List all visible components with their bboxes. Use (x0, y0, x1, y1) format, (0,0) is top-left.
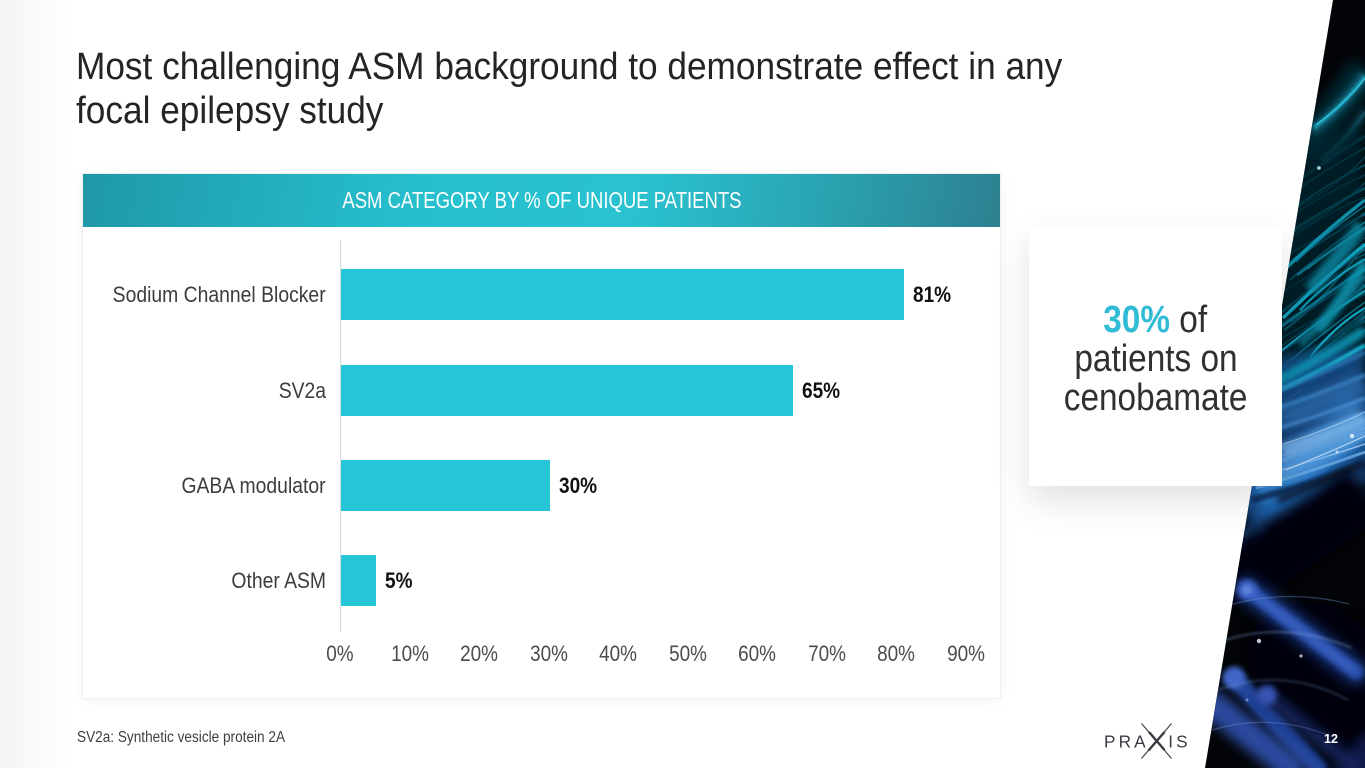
svg-text:PRA: PRA (1104, 732, 1149, 752)
svg-text:IS: IS (1168, 732, 1190, 752)
